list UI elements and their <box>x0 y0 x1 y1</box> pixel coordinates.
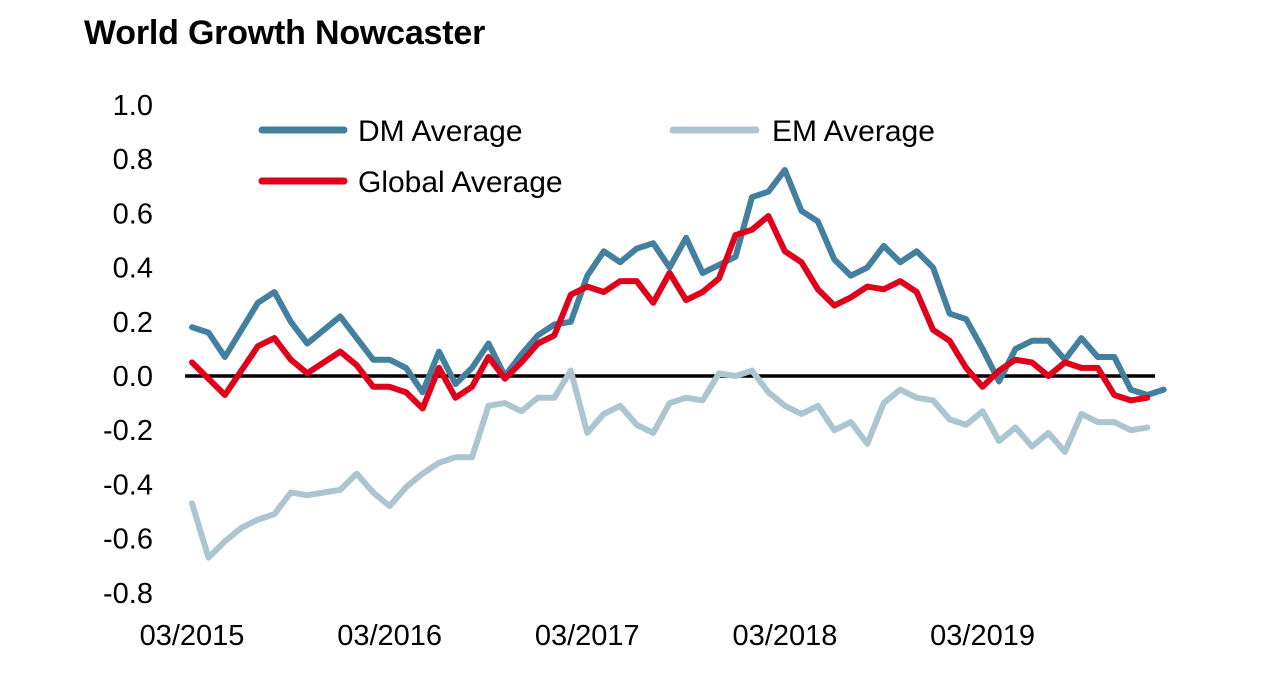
y-tick-label: 0.2 <box>113 307 153 339</box>
legend: DM Average EM Average Global Average <box>258 115 935 199</box>
y-tick-label: 0.6 <box>113 198 153 230</box>
series-layer <box>189 167 1167 561</box>
x-tick-label: 03/2017 <box>535 620 640 652</box>
y-tick-label: -0.2 <box>103 415 153 447</box>
legend-item-dm-average: DM Average <box>258 115 523 148</box>
series-line-dm-average <box>189 167 1167 398</box>
x-tick-label: 03/2015 <box>140 620 245 652</box>
legend-label-global-average: Global Average <box>358 166 563 199</box>
legend-label-dm-average: DM Average <box>358 115 523 148</box>
y-tick-label: 0.8 <box>113 144 153 176</box>
y-axis: 1.0 0.8 0.6 0.4 0.2 0.0 -0.2 -0.4 -0.6 -0.8 <box>103 90 153 610</box>
y-tick-label: -0.6 <box>103 524 153 556</box>
series-line-global-average <box>189 213 1151 412</box>
y-tick-label: 0.0 <box>113 361 153 393</box>
x-axis: 03/2015 03/2016 03/2017 03/2018 03/2019 <box>140 620 1035 652</box>
x-tick-label: 03/2016 <box>337 620 442 652</box>
y-tick-label: -0.8 <box>103 578 153 610</box>
y-tick-label: 1.0 <box>113 90 153 122</box>
series-line-em-average <box>189 367 1151 561</box>
x-tick-label: 03/2019 <box>930 620 1035 652</box>
legend-item-global-average: Global Average <box>258 166 563 199</box>
y-tick-label: 0.4 <box>113 253 153 285</box>
chart-title: World Growth Nowcaster <box>84 14 486 52</box>
legend-label-em-average: EM Average <box>772 115 935 148</box>
y-tick-label: -0.4 <box>103 469 153 501</box>
x-tick-label: 03/2018 <box>733 620 838 652</box>
legend-item-em-average: EM Average <box>669 115 935 148</box>
